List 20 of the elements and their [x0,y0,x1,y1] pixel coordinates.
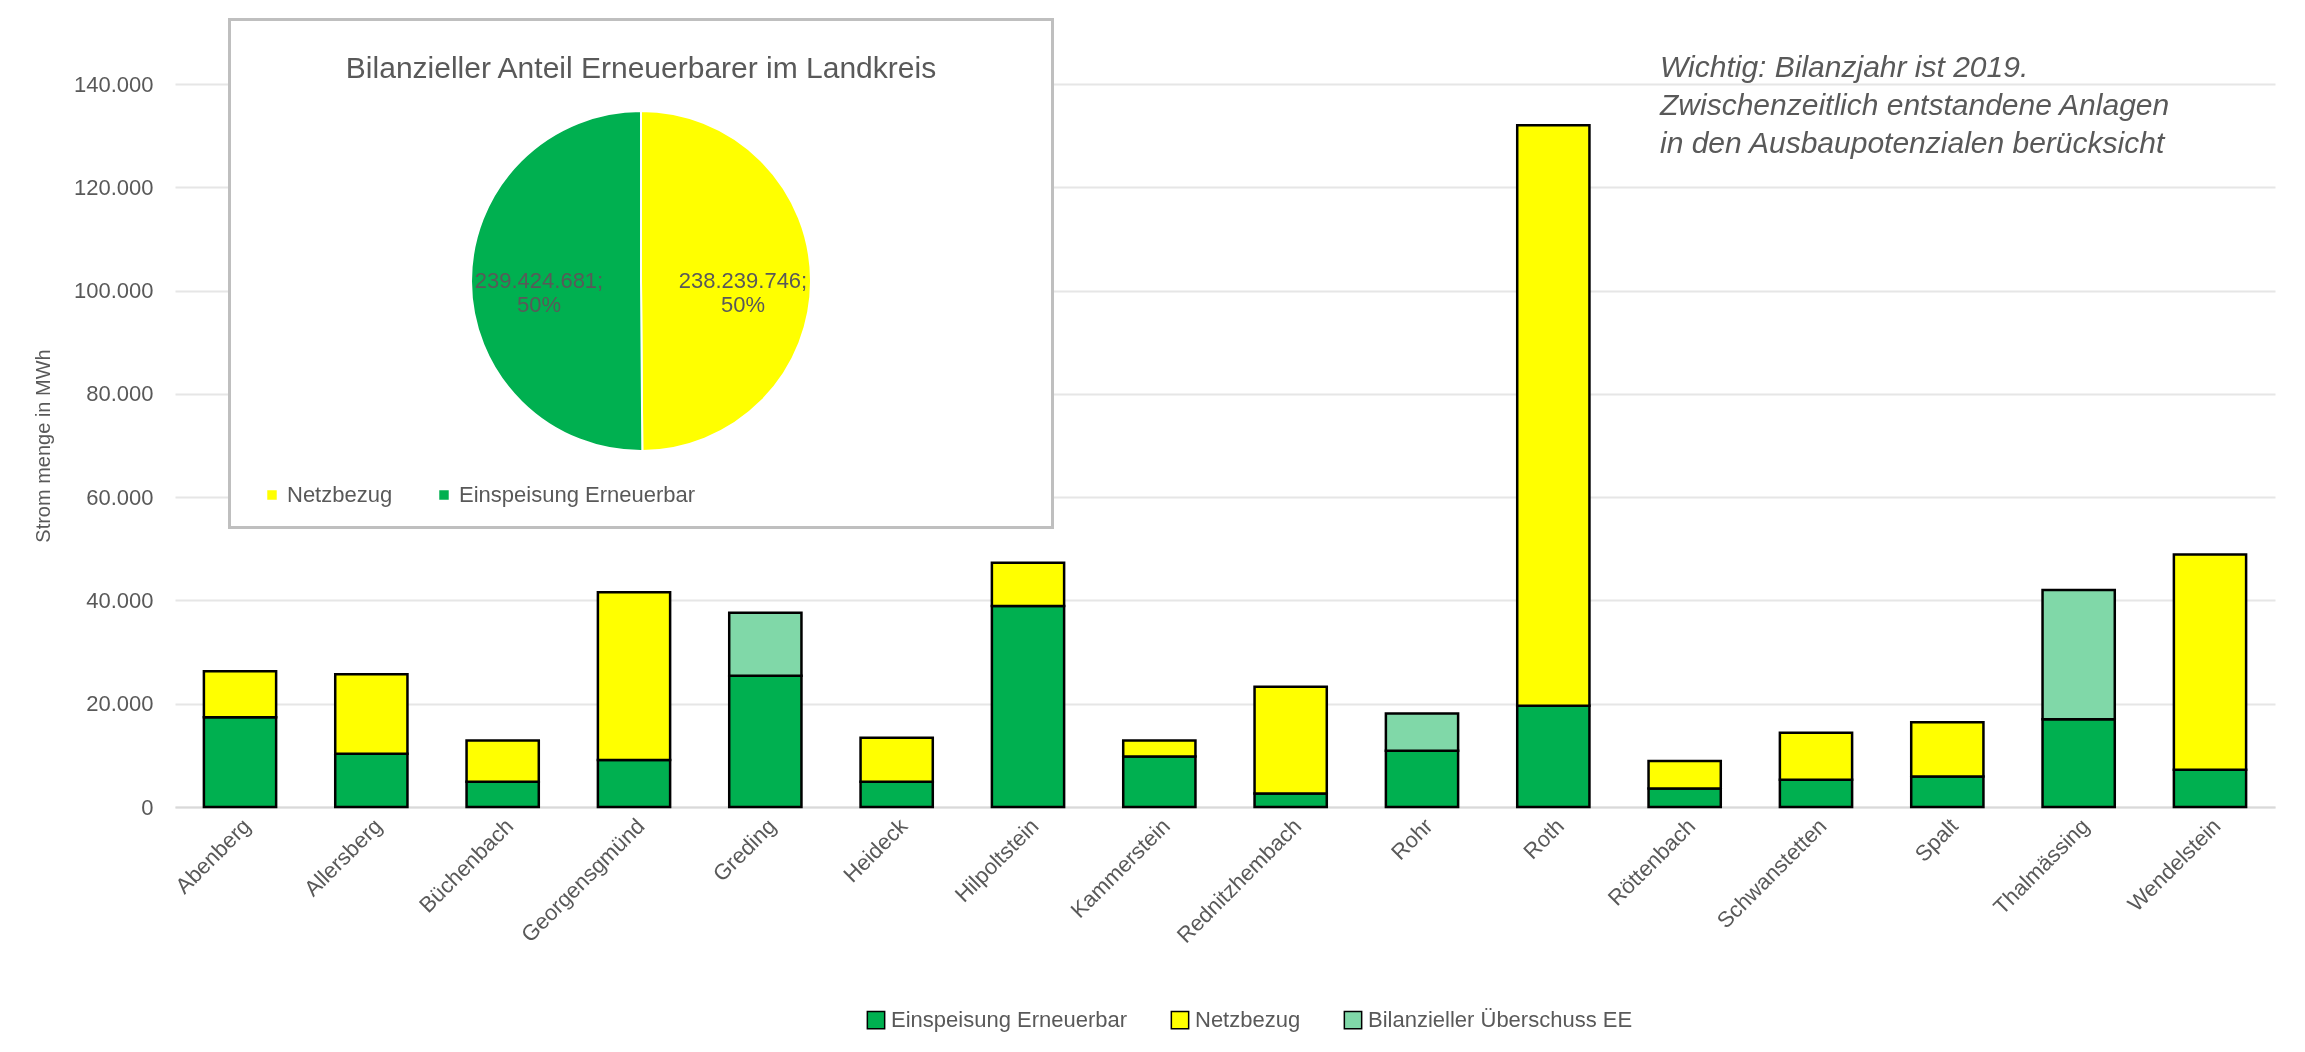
y-axis-title: Strom menge in MWh [31,349,54,543]
data-label: 239.424.681; 50% [474,268,604,318]
legend-label: Netzbezug [287,482,393,507]
text: Wichtig: Bilanzjahr ist 2019. [1660,49,2030,85]
y-tick-label: 0 [141,794,154,820]
annotation: Zwischenzeitlich entstandene Anlagen [1660,87,2170,123]
y-tick-label: 140.000 [73,71,154,97]
y-tick-label: 60.000 [86,484,154,510]
chart-title: Bilanzieller Anteil Erneuerbarer im Landkreis [345,51,937,84]
legend-label: Einspeisung Erneuerbar [459,482,696,507]
legend-label: Netzbezug [1195,1007,1301,1033]
legend-label: Bilanzieller Überschuss EE [1368,1007,1633,1033]
y-tick-label: 40.000 [86,587,154,613]
y-tick-label: 20.000 [86,691,154,717]
y-tick-label: 80.000 [86,381,154,407]
legend-label: Einspeisung Erneuerbar [891,1007,1128,1033]
data-label: 238.239.746; 50% [678,267,808,317]
y-tick-label: 100.000 [73,278,154,304]
annotation: in den Ausbaupotenzialen berücksicht [1660,125,2167,161]
y-tick-label: 120.000 [73,174,154,200]
